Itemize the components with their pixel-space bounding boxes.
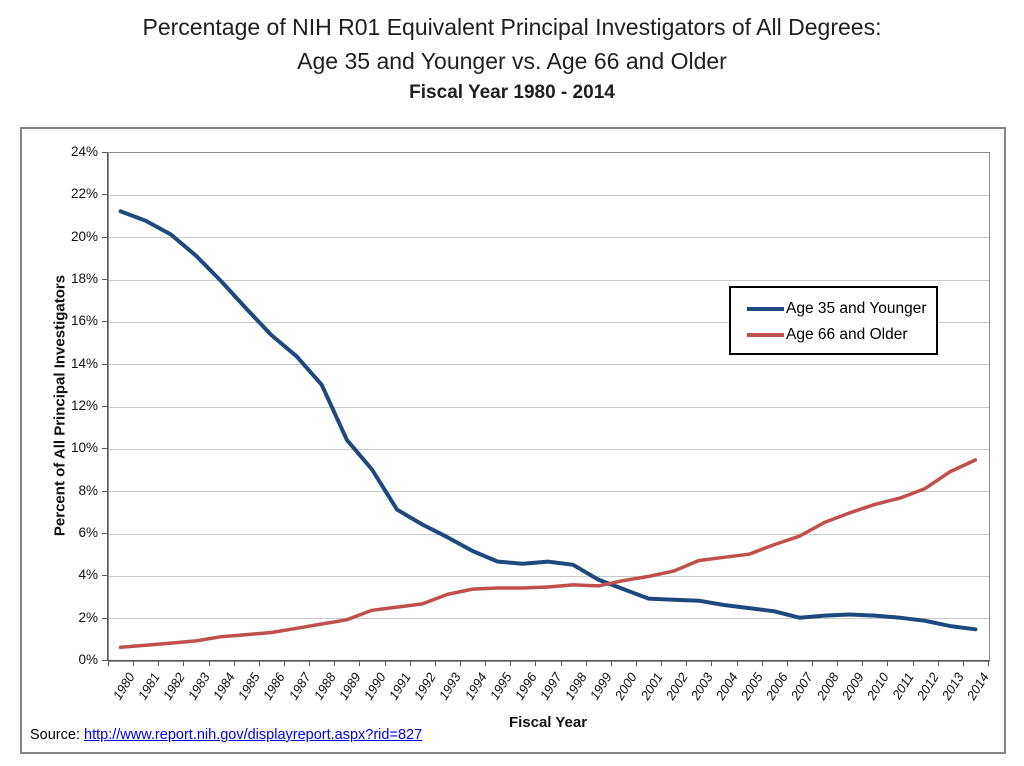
gridline — [109, 194, 989, 196]
y-tick-label: 24% — [70, 144, 98, 159]
source-prefix: Source: — [30, 727, 80, 743]
y-tick-mark — [102, 194, 108, 196]
legend-line-swatch-red — [747, 333, 784, 337]
y-tick-mark — [102, 236, 108, 238]
chart-area: Percent of All Principal Investigators 0… — [20, 127, 1006, 754]
gridline — [109, 279, 989, 281]
y-tick-mark — [102, 363, 108, 365]
x-tick-mark — [736, 661, 738, 666]
x-tick-mark — [711, 661, 713, 666]
x-tick-mark — [258, 661, 260, 666]
legend-line-swatch-blue — [747, 307, 784, 311]
gridline — [109, 575, 989, 577]
chart-title-line-2: Age 35 and Younger vs. Age 66 and Older — [297, 48, 727, 74]
series-line-age-66-and-older — [118, 458, 978, 650]
y-tick-label: 16% — [70, 313, 98, 329]
x-tick-mark — [108, 661, 109, 666]
gridline — [109, 448, 989, 450]
x-tick-mark — [510, 661, 512, 666]
legend-label: Age 66 and Older — [786, 326, 908, 343]
y-tick-label: 0% — [78, 652, 98, 667]
x-axis-title: Fiscal Year — [508, 714, 588, 731]
y-tick-mark — [102, 617, 108, 619]
y-tick-label: 14% — [70, 355, 98, 371]
x-tick-mark — [409, 661, 411, 666]
gridline — [109, 491, 989, 493]
series-line-age-35-and-younger — [118, 209, 978, 632]
y-tick-mark — [102, 279, 108, 280]
x-tick-mark — [610, 661, 612, 666]
y-tick-label: 2% — [78, 609, 98, 625]
y-tick-label: 18% — [70, 271, 98, 286]
x-tick-mark — [359, 661, 361, 666]
y-tick-mark — [102, 660, 108, 661]
x-tick-mark — [284, 661, 285, 666]
gridline — [109, 406, 989, 408]
x-tick-mark — [636, 661, 637, 666]
x-tick-mark — [962, 661, 964, 666]
line-chart-canvas — [118, 209, 978, 650]
y-tick-label: 4% — [78, 567, 98, 583]
y-tick-mark — [102, 152, 108, 153]
y-tick-mark — [102, 575, 108, 577]
x-tick-mark — [912, 661, 914, 666]
x-tick-mark — [535, 661, 537, 666]
y-tick-label: 10% — [70, 440, 98, 456]
x-tick-mark — [686, 661, 688, 666]
y-tick-mark — [102, 490, 108, 492]
legend-item-age-66-and-older: Age 66 and Older — [747, 322, 936, 348]
x-tick-mark — [661, 661, 663, 666]
x-tick-mark — [812, 661, 813, 666]
x-tick-mark — [887, 661, 889, 666]
x-tick-mark — [988, 661, 989, 666]
source-line: Source: http://www.report.nih.gov/displa… — [30, 727, 422, 743]
x-tick-mark — [937, 661, 939, 666]
gridline — [109, 237, 989, 239]
x-tick-mark — [133, 661, 135, 666]
x-tick-mark — [786, 661, 788, 666]
x-tick-mark — [334, 661, 336, 666]
y-tick-label: 20% — [70, 228, 98, 244]
x-tick-mark — [585, 661, 587, 666]
x-axis-line — [108, 660, 989, 661]
x-tick-mark — [460, 661, 461, 666]
y-tick-label: 8% — [78, 482, 98, 498]
x-tick-mark — [837, 661, 839, 666]
x-tick-mark — [485, 661, 487, 666]
y-tick-label: 22% — [70, 186, 98, 202]
x-tick-mark — [208, 661, 210, 666]
x-tick-mark — [158, 661, 160, 666]
y-tick-mark — [102, 533, 108, 534]
chart-title-line-1: Percentage of NIH R01 Equivalent Princip… — [142, 14, 882, 40]
y-tick-label: 6% — [78, 525, 98, 540]
chart-title: Percentage of NIH R01 Equivalent Princip… — [0, 10, 1024, 108]
gridline — [109, 321, 989, 323]
x-tick-mark — [233, 661, 235, 666]
y-tick-label: 12% — [70, 398, 98, 413]
x-tick-mark — [862, 661, 864, 666]
gridline — [109, 618, 989, 620]
y-tick-mark — [102, 321, 108, 323]
gridline — [109, 364, 989, 366]
x-tick-mark — [761, 661, 763, 666]
legend-label: Age 35 and Younger — [786, 300, 927, 317]
y-tick-mark — [102, 448, 108, 450]
x-tick-mark — [560, 661, 562, 666]
chart-title-line-3: Fiscal Year 1980 - 2014 — [409, 82, 615, 103]
legend-item-age-35-and-younger: Age 35 and Younger — [747, 296, 936, 322]
chart-legend: Age 35 and Younger Age 66 and Older — [729, 286, 938, 355]
x-tick-mark — [384, 661, 386, 666]
source-link[interactable]: http://www.report.nih.gov/displayreport.… — [84, 727, 423, 743]
x-tick-mark — [183, 661, 185, 666]
x-tick-mark — [309, 661, 311, 666]
y-tick-mark — [102, 406, 108, 407]
x-tick-mark — [434, 661, 436, 666]
plot-area — [108, 152, 990, 662]
gridline — [109, 533, 989, 535]
